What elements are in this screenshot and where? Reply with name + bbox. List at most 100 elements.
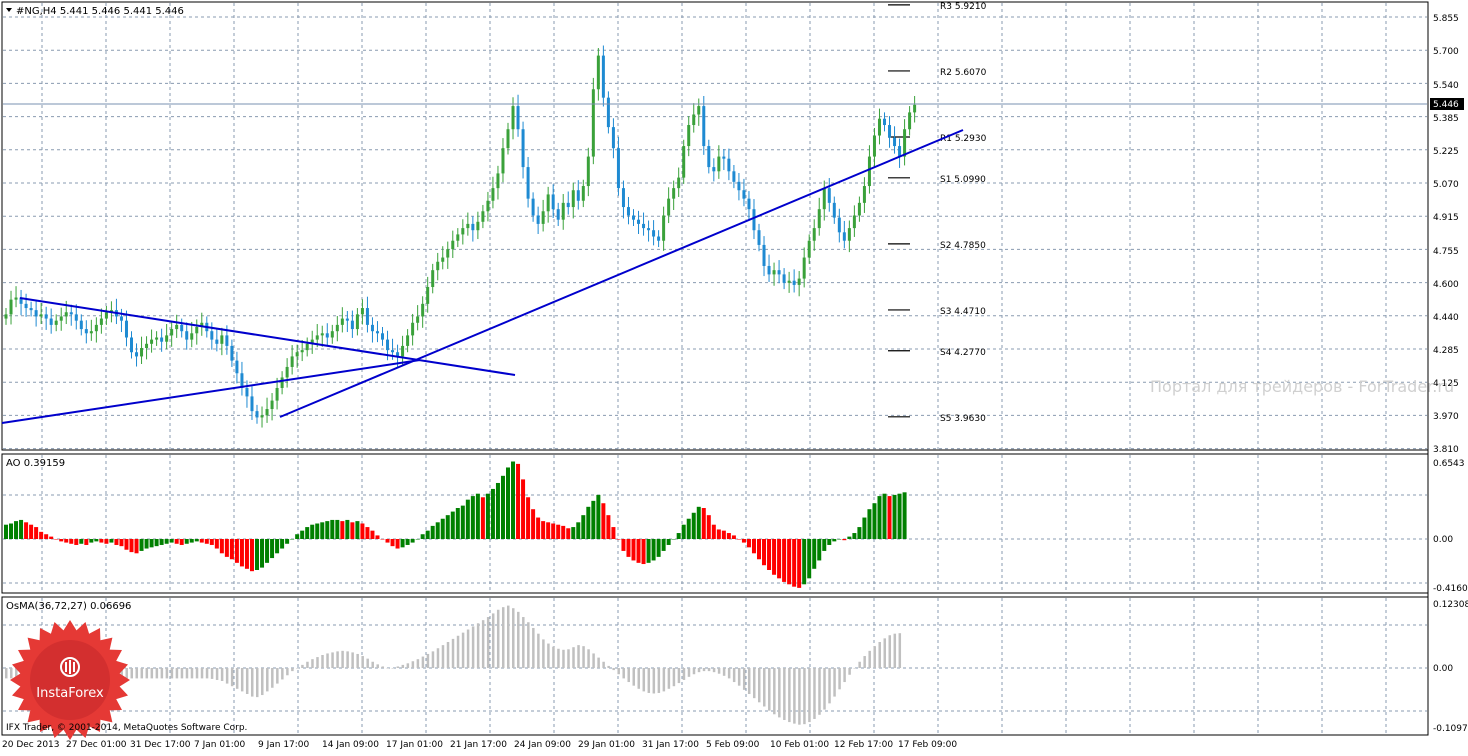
ao-bar bbox=[832, 539, 837, 542]
ao-bar bbox=[772, 539, 777, 575]
price-tick: 5.700 bbox=[1433, 47, 1459, 57]
ao-bar bbox=[882, 493, 887, 539]
candle-body bbox=[401, 345, 405, 357]
osma-bar bbox=[808, 668, 811, 723]
logo-emblem-lines-icon bbox=[65, 660, 75, 674]
ao-panel[interactable] bbox=[1, 453, 1429, 594]
candle-body bbox=[185, 331, 189, 340]
ao-bar bbox=[224, 539, 229, 557]
candle-body bbox=[476, 221, 480, 231]
osma-bar bbox=[10, 668, 13, 679]
ao-bar bbox=[455, 508, 460, 539]
ao-bar bbox=[114, 539, 119, 545]
price-tick: 5.540 bbox=[1433, 81, 1459, 91]
osma-bar bbox=[672, 668, 676, 687]
ao-bar bbox=[495, 482, 500, 539]
osma-bar bbox=[778, 668, 781, 718]
osma-bar bbox=[195, 668, 199, 679]
ao-bar bbox=[415, 539, 420, 540]
osma-bar bbox=[873, 646, 876, 668]
ao-bar bbox=[164, 539, 169, 544]
ao-bar bbox=[636, 539, 641, 563]
candle-body bbox=[687, 125, 691, 147]
candle-body bbox=[130, 337, 133, 353]
candle-body bbox=[315, 335, 319, 340]
osma-bar bbox=[145, 668, 149, 679]
osma-bar bbox=[15, 668, 18, 679]
ao-bar bbox=[74, 539, 79, 545]
ao-bar bbox=[606, 515, 611, 539]
candle-body bbox=[637, 219, 641, 224]
ao-bar bbox=[827, 539, 832, 545]
osma-bar bbox=[371, 661, 374, 668]
ao-bar bbox=[762, 539, 767, 566]
ao-bar bbox=[14, 521, 19, 539]
osma-panel[interactable] bbox=[1, 596, 1429, 736]
ao-bar bbox=[249, 539, 254, 572]
trend-line-1[interactable] bbox=[1, 359, 421, 424]
ao-bar bbox=[305, 527, 310, 539]
candle-body bbox=[220, 335, 224, 344]
price-tick: 4.600 bbox=[1433, 280, 1459, 290]
candle-body bbox=[175, 324, 179, 330]
candle-body bbox=[79, 320, 83, 330]
ao-bar bbox=[129, 539, 134, 553]
ao-bar bbox=[696, 506, 701, 539]
ao-bar bbox=[375, 535, 380, 539]
ao-bar bbox=[244, 539, 249, 569]
candle-body bbox=[250, 396, 254, 412]
time-tick: 24 Jan 09:00 bbox=[514, 740, 571, 750]
pivot-levels: R3 5.9210 R2 5.6070 R1 5.2930 S1 5.0990 S2 4… bbox=[888, 2, 987, 424]
candle-body bbox=[616, 148, 620, 189]
osma-bar bbox=[235, 668, 239, 689]
ao-bar bbox=[646, 539, 651, 563]
price-tick: 4.285 bbox=[1433, 346, 1459, 356]
osma-bar bbox=[883, 638, 886, 668]
osma-bar bbox=[727, 668, 731, 679]
ao-bar bbox=[19, 519, 24, 539]
dropdown-triangle-icon[interactable] bbox=[6, 8, 12, 12]
osma-axis-zero: 0.00 bbox=[1433, 664, 1453, 674]
price-tick: 4.440 bbox=[1433, 313, 1459, 323]
candle-body bbox=[411, 322, 415, 336]
time-tick: 7 Jan 01:00 bbox=[194, 740, 246, 750]
ao-bar bbox=[621, 539, 626, 551]
osma-bar bbox=[552, 646, 555, 668]
osma-bar bbox=[426, 653, 430, 668]
candle-body bbox=[416, 316, 420, 323]
candle-body bbox=[877, 118, 881, 136]
candle-body bbox=[812, 228, 816, 241]
osma-bar bbox=[868, 650, 871, 668]
candle-body bbox=[295, 352, 299, 357]
candle-body bbox=[265, 409, 269, 416]
trend-line-3[interactable] bbox=[279, 129, 964, 418]
candle-body bbox=[586, 156, 590, 187]
candle-body bbox=[170, 329, 174, 336]
ao-bar bbox=[134, 539, 139, 554]
candle-body bbox=[355, 314, 359, 330]
price-panel[interactable] bbox=[1, 1, 1429, 451]
osma-bar bbox=[441, 645, 445, 668]
osma-bar bbox=[737, 668, 741, 686]
candle-body bbox=[883, 118, 886, 126]
candle-body bbox=[652, 230, 656, 237]
candle-body bbox=[717, 156, 721, 172]
osma-bar bbox=[296, 668, 299, 669]
osma-bar bbox=[828, 668, 831, 704]
ao-bar bbox=[214, 539, 219, 549]
osma-bar bbox=[622, 668, 625, 679]
trend-lines[interactable] bbox=[1, 129, 964, 424]
ao-bar bbox=[506, 467, 510, 539]
ao-axis: 0.6543 0.00 -0.41607 bbox=[1433, 459, 1468, 594]
time-tick: 20 Dec 2013 bbox=[2, 740, 60, 750]
osma-bar bbox=[5, 668, 8, 679]
ao-axis-max: 0.6543 bbox=[1433, 459, 1465, 469]
trend-line-2[interactable] bbox=[19, 297, 516, 376]
ao-bar bbox=[792, 539, 797, 587]
ao-bar bbox=[490, 488, 495, 539]
osma-bar bbox=[577, 645, 580, 668]
osma-bar bbox=[381, 666, 384, 668]
candle-body bbox=[245, 387, 249, 397]
